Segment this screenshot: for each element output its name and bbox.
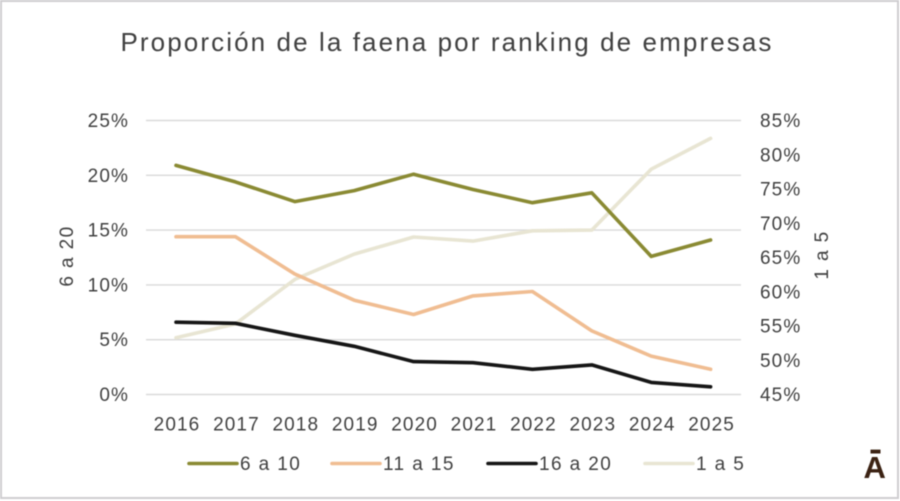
svg-text:1 a 5: 1 a 5 [696, 454, 745, 475]
svg-text:6 a 20: 6 a 20 [57, 225, 78, 286]
svg-text:2023: 2023 [569, 415, 616, 436]
svg-text:5%: 5% [99, 330, 129, 351]
svg-text:2017: 2017 [213, 415, 260, 436]
svg-text:2024: 2024 [629, 415, 676, 436]
svg-text:1 a 5: 1 a 5 [812, 230, 833, 279]
svg-text:45%: 45% [760, 385, 801, 406]
svg-text:10%: 10% [88, 275, 129, 296]
svg-text:2022: 2022 [510, 415, 557, 436]
svg-text:2021: 2021 [451, 415, 498, 436]
svg-text:2016: 2016 [154, 415, 201, 436]
svg-text:70%: 70% [760, 214, 801, 235]
svg-text:15%: 15% [88, 221, 129, 242]
svg-text:50%: 50% [760, 351, 801, 372]
svg-text:85%: 85% [760, 111, 801, 132]
svg-text:A: A [864, 450, 886, 485]
svg-text:60%: 60% [760, 282, 801, 303]
svg-text:6 a 10: 6 a 10 [240, 454, 301, 475]
svg-text:11 a 15: 11 a 15 [383, 454, 455, 475]
svg-text:55%: 55% [760, 317, 801, 338]
svg-text:25%: 25% [88, 111, 129, 132]
svg-text:0%: 0% [99, 385, 129, 406]
svg-text:75%: 75% [760, 180, 801, 201]
svg-text:20%: 20% [88, 166, 129, 187]
svg-text:Proporción de la faena por ran: Proporción de la faena por ranking de em… [120, 27, 773, 57]
svg-text:65%: 65% [760, 248, 801, 269]
svg-text:2018: 2018 [272, 415, 319, 436]
svg-text:16 a 20: 16 a 20 [539, 454, 612, 475]
svg-text:2019: 2019 [332, 415, 379, 436]
svg-text:80%: 80% [760, 145, 801, 166]
svg-text:2025: 2025 [688, 415, 735, 436]
svg-text:2020: 2020 [391, 415, 438, 436]
